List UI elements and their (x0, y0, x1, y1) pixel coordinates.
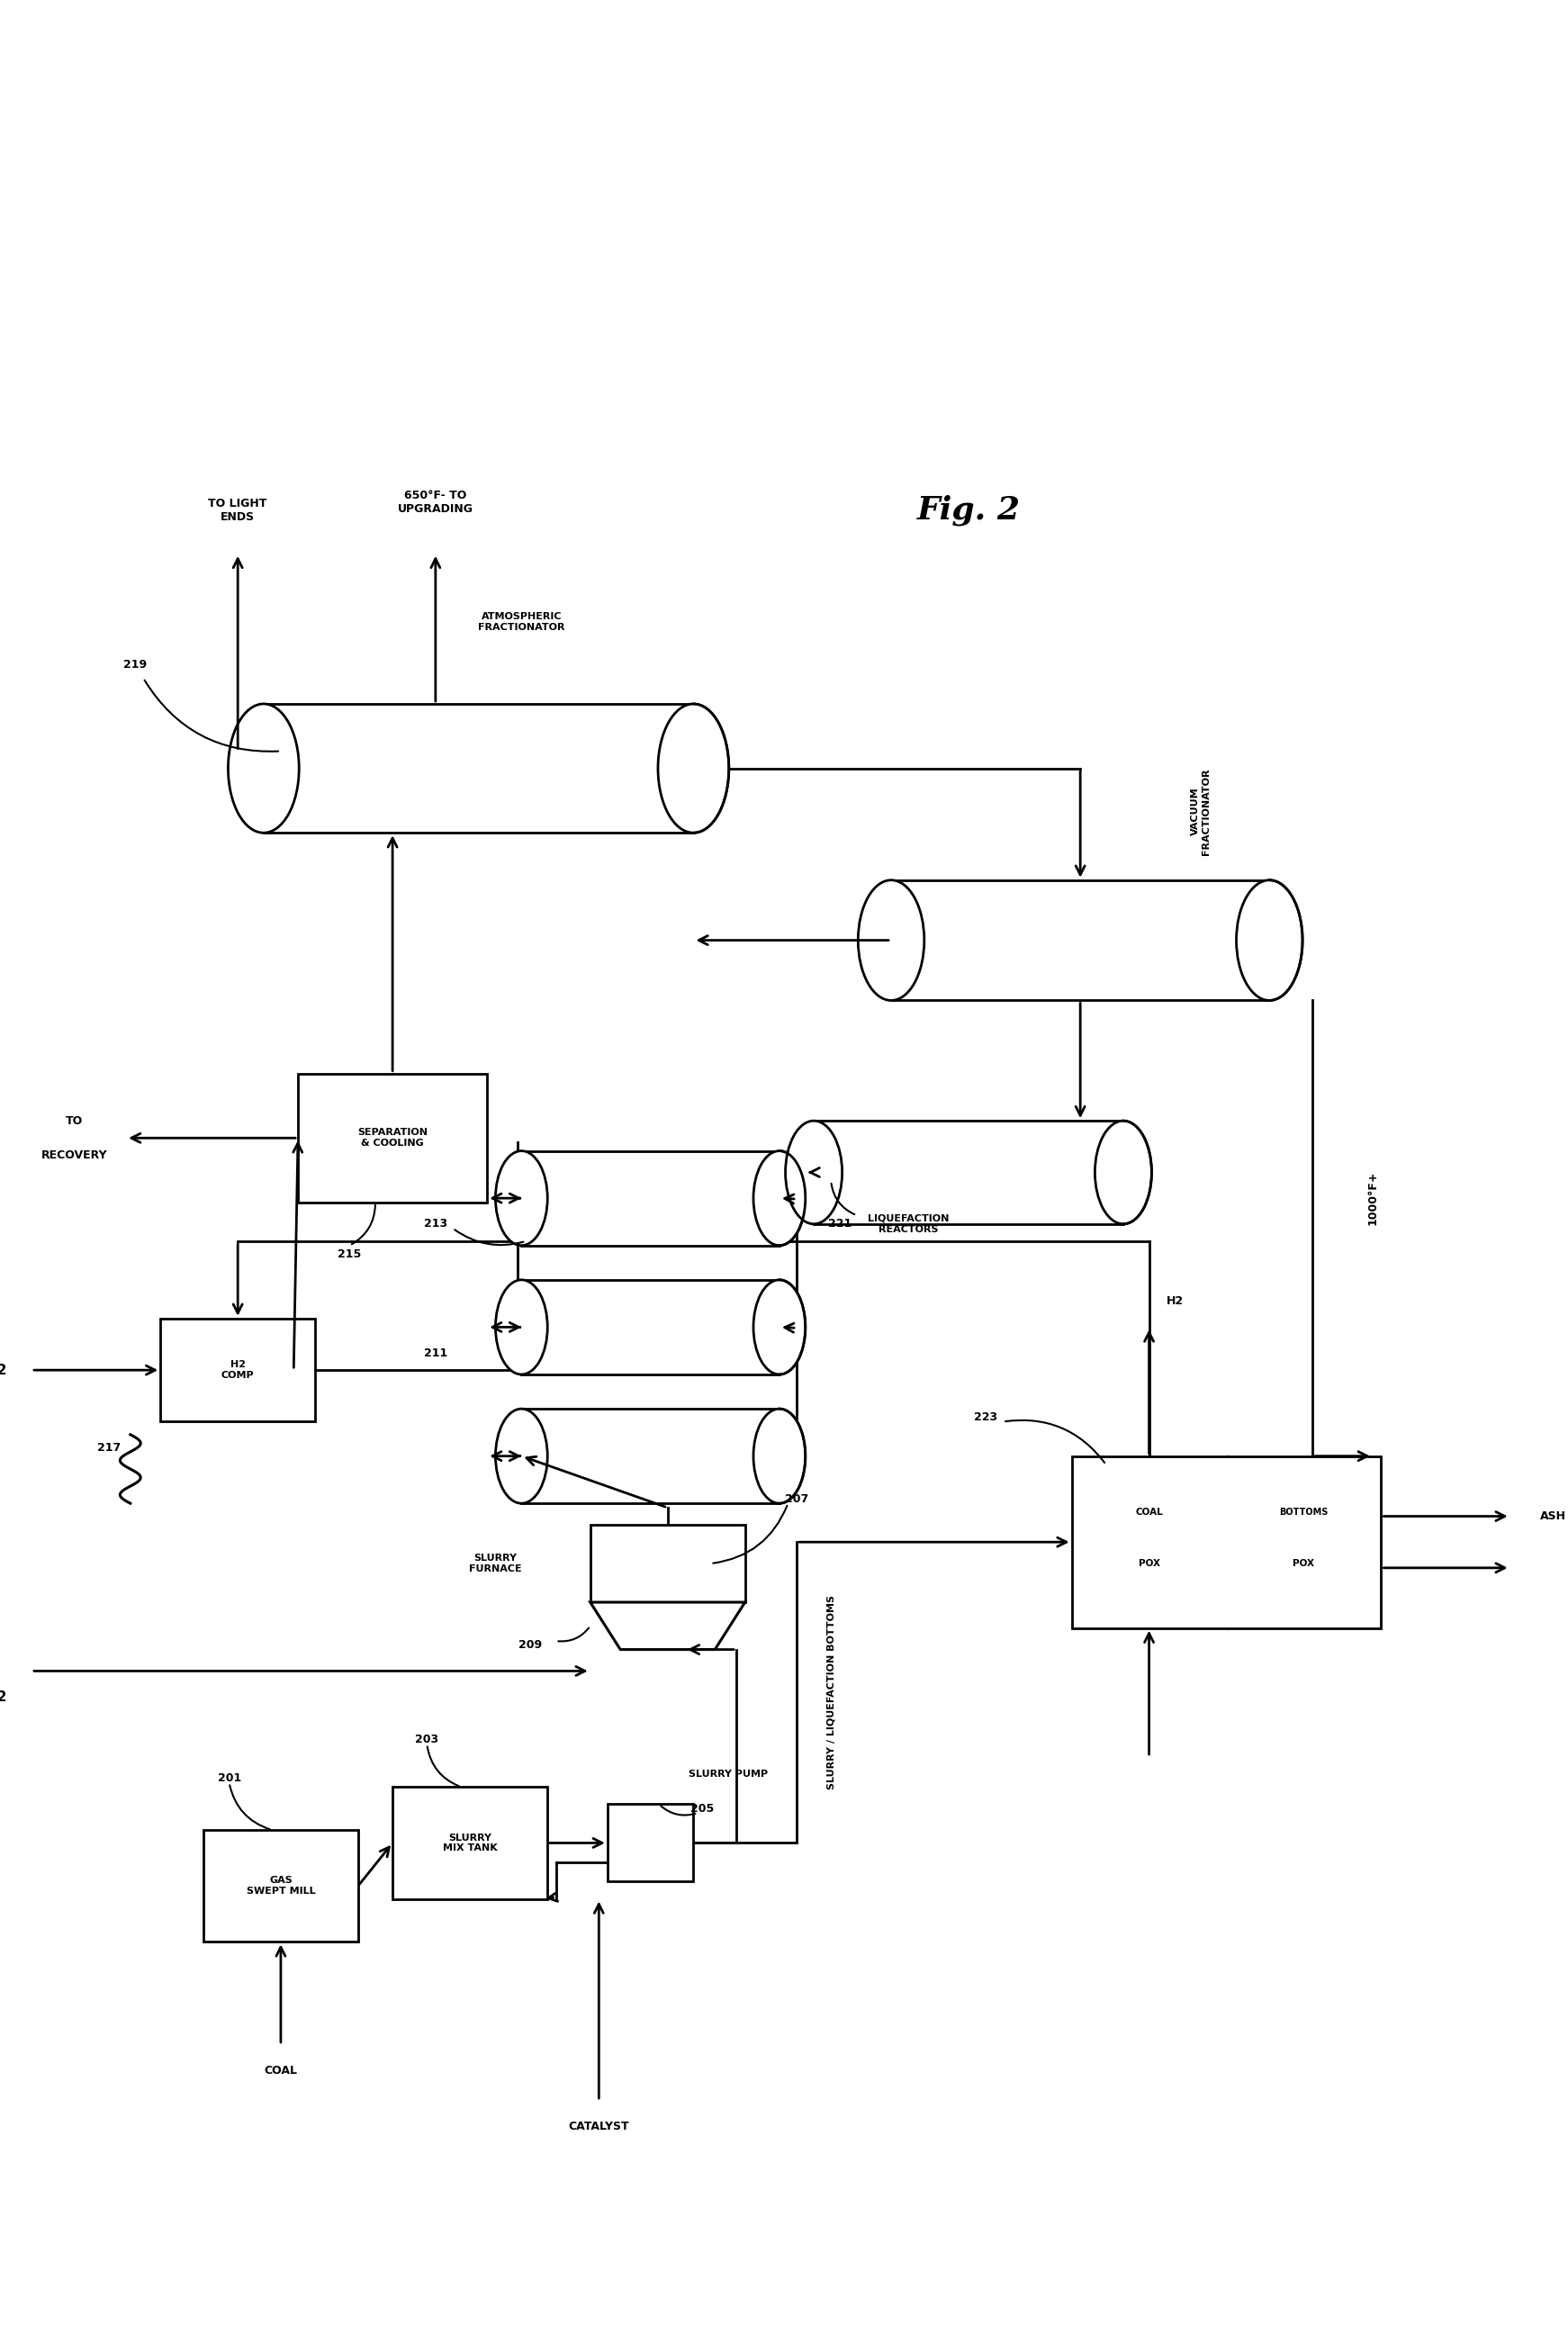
Ellipse shape (495, 1151, 547, 1246)
Text: 209: 209 (519, 1639, 543, 1651)
Bar (392, 1788, 547, 1900)
Text: H2: H2 (1167, 1295, 1184, 1307)
Bar (814, 1121, 1123, 1223)
Text: Fig. 2: Fig. 2 (917, 495, 1021, 525)
Text: COAL: COAL (263, 2065, 298, 2076)
Ellipse shape (227, 704, 299, 832)
Text: 203: 203 (416, 1734, 439, 1746)
Ellipse shape (495, 1409, 547, 1504)
Bar (522, 1279, 779, 1374)
Text: ATMOSPHERIC
FRACTIONATOR: ATMOSPHERIC FRACTIONATOR (478, 611, 564, 632)
Ellipse shape (786, 1121, 842, 1223)
Bar (160, 1318, 315, 1421)
Text: 211: 211 (423, 1346, 447, 1358)
Ellipse shape (495, 1279, 547, 1374)
Text: RECOVERY: RECOVERY (41, 1149, 108, 1160)
Bar (298, 1074, 488, 1202)
Text: SEPARATION
& COOLING: SEPARATION & COOLING (358, 1128, 428, 1149)
Ellipse shape (1094, 1121, 1151, 1223)
Bar (1071, 1455, 1381, 1628)
Text: 1000°F+: 1000°F+ (1367, 1172, 1378, 1225)
Ellipse shape (753, 1151, 806, 1246)
Text: POX: POX (1138, 1560, 1160, 1567)
Text: LIQUEFACTION
REACTORS: LIQUEFACTION REACTORS (867, 1214, 949, 1235)
Ellipse shape (1236, 881, 1303, 1000)
Text: 201: 201 (218, 1772, 241, 1783)
Polygon shape (590, 1602, 745, 1648)
Text: 223: 223 (974, 1411, 997, 1423)
Text: 215: 215 (337, 1249, 361, 1260)
Text: VACUUM
FRACTIONATOR: VACUUM FRACTIONATOR (1192, 767, 1210, 856)
Bar (263, 704, 693, 832)
Text: COAL: COAL (1135, 1507, 1163, 1516)
Text: SLURRY / LIQUEFACTION BOTTOMS: SLURRY / LIQUEFACTION BOTTOMS (826, 1595, 836, 1790)
Text: 207: 207 (784, 1493, 809, 1504)
Text: SLURRY PUMP: SLURRY PUMP (688, 1769, 767, 1779)
Ellipse shape (753, 1409, 806, 1504)
Text: H2: H2 (0, 1690, 8, 1704)
Bar (522, 1151, 779, 1246)
Text: POX: POX (1294, 1560, 1314, 1567)
Text: 205: 205 (690, 1802, 713, 1814)
Text: TO LIGHT
ENDS: TO LIGHT ENDS (209, 498, 267, 523)
Bar (522, 1409, 779, 1504)
Text: 650°F- TO
UPGRADING: 650°F- TO UPGRADING (398, 488, 474, 514)
Bar (204, 1830, 358, 1941)
Ellipse shape (858, 881, 924, 1000)
Text: H2
COMP: H2 COMP (221, 1360, 254, 1379)
Text: 221: 221 (828, 1218, 851, 1230)
Text: BOTTOMS: BOTTOMS (1279, 1507, 1328, 1516)
Text: ASH: ASH (1540, 1511, 1566, 1523)
Text: TO: TO (66, 1116, 83, 1128)
Text: 219: 219 (122, 660, 146, 672)
Text: CATALYST: CATALYST (569, 2120, 629, 2132)
Text: SLURRY
MIX TANK: SLURRY MIX TANK (442, 1832, 497, 1853)
Text: SLURRY
FURNACE: SLURRY FURNACE (469, 1553, 522, 1574)
Ellipse shape (753, 1279, 806, 1374)
Bar (891, 881, 1270, 1000)
Ellipse shape (659, 704, 729, 832)
Bar (590, 1525, 745, 1602)
Text: GAS
SWEPT MILL: GAS SWEPT MILL (246, 1876, 315, 1895)
Text: 217: 217 (97, 1442, 121, 1453)
Bar (607, 1804, 693, 1881)
Text: 213: 213 (423, 1218, 447, 1230)
Text: H2: H2 (0, 1362, 8, 1376)
